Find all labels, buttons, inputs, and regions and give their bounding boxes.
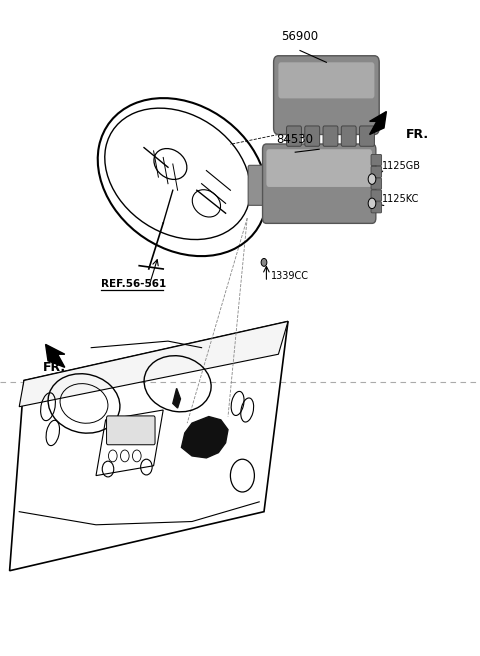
FancyBboxPatch shape [248, 165, 269, 205]
FancyBboxPatch shape [263, 144, 376, 223]
FancyBboxPatch shape [323, 126, 338, 146]
FancyBboxPatch shape [371, 166, 382, 177]
Polygon shape [370, 112, 386, 134]
FancyBboxPatch shape [287, 126, 301, 146]
Text: 56900: 56900 [281, 30, 319, 43]
FancyBboxPatch shape [371, 201, 382, 213]
FancyBboxPatch shape [107, 416, 155, 445]
Text: FR.: FR. [406, 128, 429, 141]
Circle shape [261, 258, 267, 266]
FancyBboxPatch shape [371, 178, 382, 189]
Text: REF.56-561: REF.56-561 [101, 279, 166, 289]
Polygon shape [181, 417, 228, 458]
FancyBboxPatch shape [266, 150, 372, 187]
Polygon shape [46, 344, 65, 367]
Text: 1125KC: 1125KC [382, 194, 419, 204]
Text: 1339CC: 1339CC [271, 271, 309, 281]
FancyBboxPatch shape [371, 190, 382, 201]
FancyBboxPatch shape [341, 126, 356, 146]
Text: 1125GB: 1125GB [382, 161, 420, 171]
FancyBboxPatch shape [305, 126, 320, 146]
FancyBboxPatch shape [360, 126, 374, 146]
Polygon shape [19, 321, 288, 407]
Text: FR.: FR. [43, 361, 66, 374]
Text: 84530: 84530 [276, 133, 314, 146]
Circle shape [368, 174, 376, 184]
Polygon shape [173, 388, 180, 408]
FancyBboxPatch shape [274, 56, 379, 134]
Circle shape [368, 198, 376, 209]
FancyBboxPatch shape [371, 155, 382, 166]
FancyBboxPatch shape [278, 62, 374, 98]
